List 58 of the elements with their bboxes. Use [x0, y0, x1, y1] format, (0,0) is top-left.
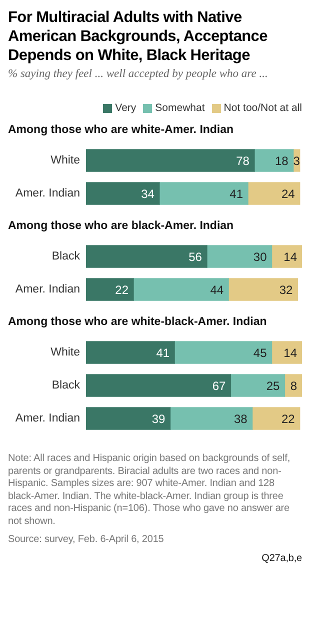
data-label: 30	[253, 250, 268, 264]
text: Note: All races and Hispanic origin based on backgrounds of self, parents or grandparents. Biracial adults are two races and non-Hispanic. Samples sizes are: 907 white-Amer. Indian and 128 black-Amer. Indian. The white-black-Amer. Indian group is three races and non-Hispanic (n=106). Those who gave no answer are not shown.	[8, 453, 292, 528]
data-label: 44	[210, 282, 224, 297]
chart-title: Among those who are black-Amer. Indian	[8, 220, 235, 232]
bar	[159, 182, 248, 205]
source-note: Source: survey, Feb. 6-April 6, 2015	[8, 534, 165, 546]
data-label: 8	[290, 378, 298, 393]
data-label: 34	[141, 186, 155, 201]
bar	[254, 149, 294, 172]
text: Among those who are white-Amer. Indian	[8, 124, 235, 136]
y-tick-label: White	[50, 154, 80, 167]
y-tick-label: Black	[52, 250, 80, 263]
text: Q27a,b,e	[260, 552, 302, 565]
y-tick-label: Black	[52, 380, 80, 392]
chart-title: For Multiracial Adults with Native American Backgrounds, Acceptance Depends on White, Black Heritage	[8, 8, 268, 65]
chart-title: Among those who are white-black-Amer. Indian	[8, 316, 268, 328]
data-label: 39	[152, 412, 166, 426]
data-label: 3	[293, 154, 300, 168]
legend-label: Not too/Not at all	[224, 102, 302, 114]
bar	[271, 245, 302, 268]
data-label: 24	[281, 186, 296, 201]
legend-label: Somewhat	[155, 102, 205, 114]
bar	[248, 182, 300, 205]
bar	[228, 278, 298, 301]
bar	[86, 149, 255, 172]
data-label: 18	[275, 154, 289, 168]
data-label: 32	[279, 282, 293, 297]
bar	[86, 245, 208, 268]
data-label: 45	[253, 346, 268, 360]
data-label: 41	[230, 186, 244, 201]
bar	[86, 278, 134, 301]
data-label: 14	[284, 250, 298, 264]
bar	[206, 245, 272, 268]
bar	[86, 341, 175, 364]
data-label: 25	[266, 378, 280, 393]
bar	[86, 182, 160, 205]
y-tick-label: Amer. Indian	[15, 188, 80, 200]
data-label: 22	[281, 412, 296, 426]
data-label: 14	[284, 346, 298, 360]
data-label: 56	[188, 250, 202, 264]
data-label: 67	[212, 378, 226, 393]
bar	[86, 374, 232, 397]
bar	[230, 374, 286, 397]
data-label: 41	[156, 346, 170, 360]
legend-label: Very	[115, 102, 136, 114]
bar	[170, 407, 253, 430]
bar	[174, 341, 272, 364]
data-label: 38	[234, 412, 248, 426]
y-tick-label: Amer. Indian	[15, 284, 80, 296]
bar	[86, 407, 171, 430]
data-label: 78	[236, 154, 250, 168]
y-tick-label: White	[50, 346, 80, 359]
chart-subtitle: % saying they feel ... well accepted by people who are ...	[8, 68, 269, 80]
y-tick-label: Amer. Indian	[15, 412, 80, 425]
bar	[133, 278, 229, 301]
data-label: 22	[115, 282, 129, 297]
bar	[252, 407, 300, 430]
bar	[271, 341, 302, 364]
